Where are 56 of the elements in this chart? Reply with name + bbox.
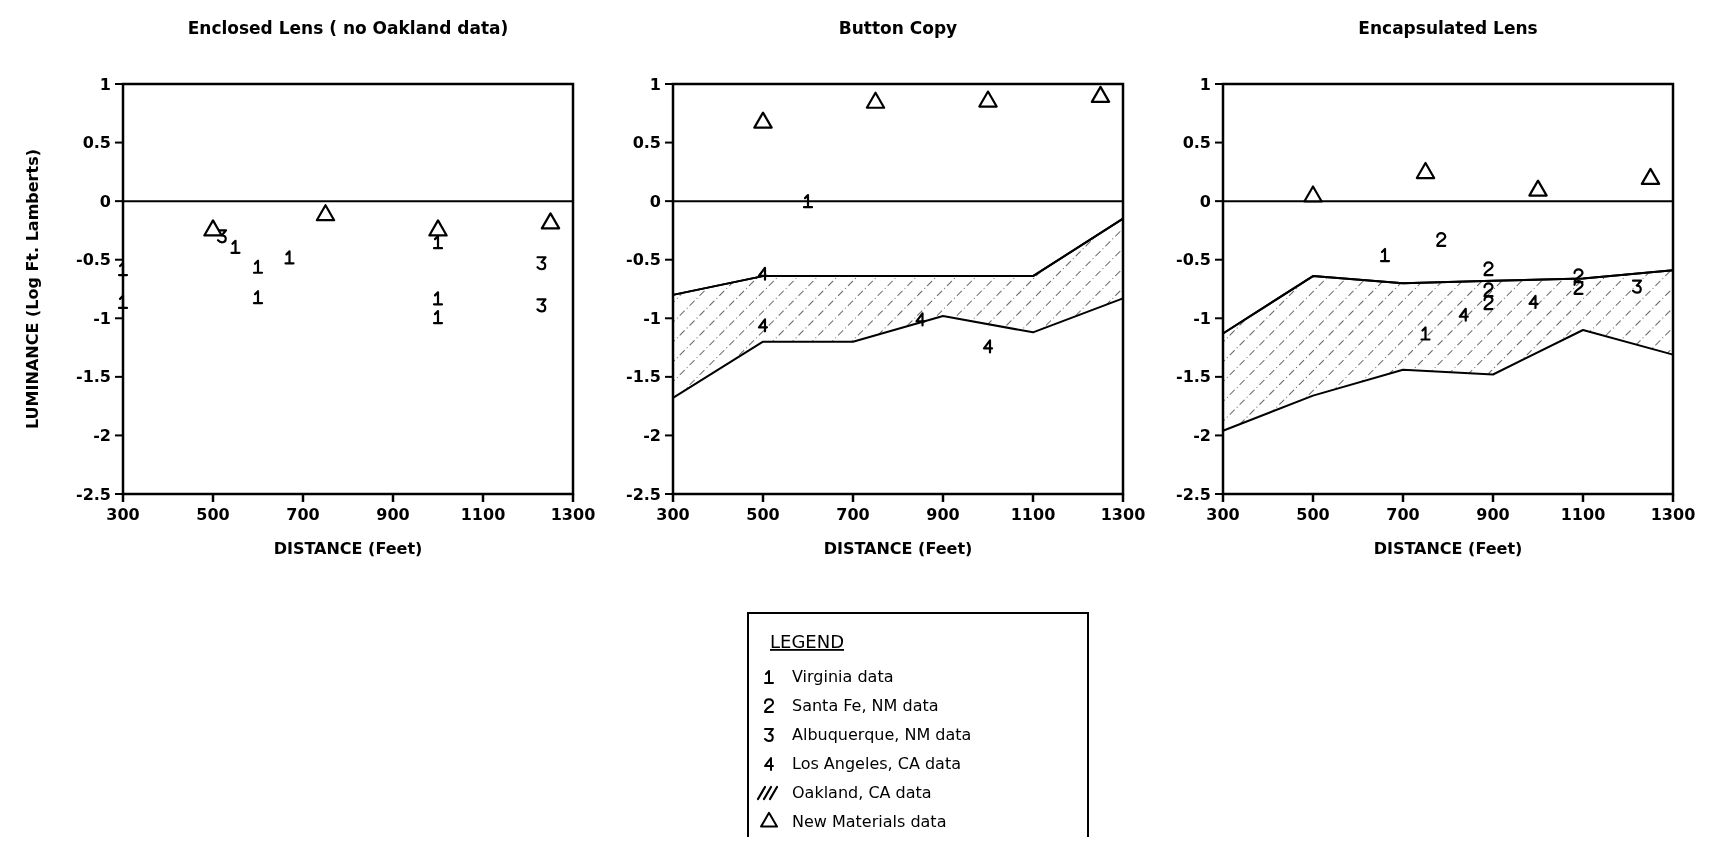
y-tick-label: -2 — [93, 426, 111, 446]
y-tick-label: 1 — [99, 74, 111, 94]
x-tick-label: 500 — [1296, 505, 1330, 524]
y-tick-label: -0.5 — [626, 250, 661, 270]
x-tick-label: 900 — [376, 505, 410, 524]
x-tick-label: 1100 — [1010, 505, 1056, 524]
x-tick-label: 1300 — [550, 505, 596, 524]
legend-label: New Materials data — [792, 812, 947, 831]
y-tick-label: -1 — [643, 308, 661, 328]
x-tick-label: 300 — [106, 505, 140, 524]
x-tick-label: 700 — [286, 505, 320, 524]
y-tick-label: -2.5 — [76, 484, 111, 504]
x-tick-label: 900 — [1476, 505, 1510, 524]
legend-label: Albuquerque, NM data — [792, 725, 972, 744]
y-tick-label: -1.5 — [76, 367, 111, 387]
y-tick-label: -2.5 — [626, 484, 661, 504]
legend-title: LEGEND — [770, 631, 845, 652]
x-tick-label: 1100 — [1560, 505, 1606, 524]
x-tick-label: 500 — [746, 505, 780, 524]
legend-label: Los Angeles, CA data — [792, 754, 961, 773]
y-tick-label: 0 — [649, 191, 661, 211]
chart-title: Button Copy — [838, 18, 958, 38]
y-axis-title: LUMINANCE (Log Ft. Lamberts) — [23, 149, 42, 429]
legend-label: Oakland, CA data — [792, 783, 932, 802]
x-tick-label: 700 — [836, 505, 870, 524]
y-tick-label: -2.5 — [1176, 484, 1211, 504]
y-tick-label: -2 — [1193, 426, 1211, 446]
chart-title: Encapsulated Lens — [1358, 18, 1538, 38]
y-tick-label: -1 — [93, 308, 111, 328]
chart-title: Enclosed Lens ( no Oakland data) — [187, 18, 509, 38]
y-tick-label: 0 — [99, 191, 111, 211]
y-tick-label: -1 — [1193, 308, 1211, 328]
y-tick-label: -2 — [643, 426, 661, 446]
x-tick-label: 700 — [1386, 505, 1420, 524]
y-tick-label: 0.5 — [82, 133, 111, 153]
y-tick-label: -0.5 — [76, 250, 111, 270]
x-tick-label: 900 — [926, 505, 960, 524]
x-axis-title: DISTANCE (Feet) — [823, 539, 973, 558]
y-tick-label: 1 — [1199, 74, 1211, 94]
x-tick-label: 1300 — [1650, 505, 1696, 524]
legend-label: Santa Fe, NM data — [792, 696, 939, 715]
y-tick-label: -0.5 — [1176, 250, 1211, 270]
x-tick-label: 500 — [196, 505, 230, 524]
y-tick-label: -1.5 — [1176, 367, 1211, 387]
y-tick-label: 0.5 — [1182, 133, 1211, 153]
y-tick-label: 1 — [649, 74, 661, 94]
x-tick-label: 300 — [656, 505, 690, 524]
legend-label: Virginia data — [792, 667, 894, 686]
x-tick-label: 300 — [1206, 505, 1240, 524]
y-tick-label: -1.5 — [626, 367, 661, 387]
x-axis-title: DISTANCE (Feet) — [1373, 539, 1523, 558]
x-tick-label: 1100 — [460, 505, 506, 524]
y-tick-label: 0 — [1199, 191, 1211, 211]
x-tick-label: 1300 — [1100, 505, 1146, 524]
y-tick-label: 0.5 — [632, 133, 661, 153]
x-axis-title: DISTANCE (Feet) — [273, 539, 423, 558]
